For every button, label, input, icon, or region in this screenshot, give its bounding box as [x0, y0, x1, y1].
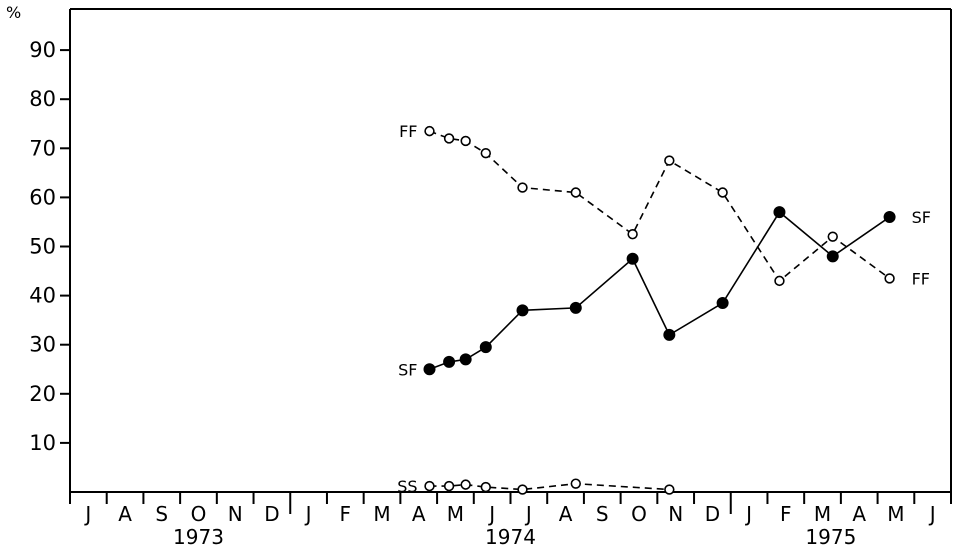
data-point-sf	[663, 328, 676, 341]
x-tick-label: A	[412, 502, 426, 526]
data-point-ff	[774, 275, 785, 287]
y-tick-label: 30	[29, 333, 56, 357]
x-tick-label: F	[340, 502, 352, 526]
x-tick-label: M	[814, 502, 831, 526]
y-ticks: 10 20 30 40 50 60 70 80 90	[29, 38, 70, 455]
series-label-sf: SF	[398, 360, 417, 379]
x-tick-label: S	[596, 502, 609, 526]
data-point-ss	[480, 481, 491, 493]
data-point-ff	[424, 125, 435, 137]
y-tick-label: 80	[29, 87, 56, 111]
x-tick-label: M	[373, 502, 390, 526]
data-point-ff	[717, 187, 728, 198]
data-point-sf	[826, 250, 839, 263]
x-tick-label: D	[264, 502, 279, 526]
data-point-sf	[883, 211, 896, 224]
year-label: 1974	[485, 525, 536, 549]
data-point-sf	[716, 296, 729, 309]
data-point-ff	[570, 187, 581, 198]
x-tick-label: D	[705, 502, 720, 526]
series-label-ff: FF	[912, 269, 930, 288]
data-point-ff	[884, 273, 895, 284]
y-tick-label: 50	[29, 235, 56, 259]
y-tick-label: 90	[29, 38, 56, 62]
x-tick-label: J	[524, 502, 532, 526]
data-point-ff	[443, 133, 455, 144]
data-point-sf	[443, 355, 456, 368]
data-point-sf	[459, 353, 472, 366]
x-tick-label: M	[447, 502, 464, 526]
y-tick-label: 60	[29, 185, 56, 209]
series-label-sf: SF	[912, 208, 931, 227]
series-label-ff: FF	[399, 122, 417, 141]
data-point-ff	[664, 155, 675, 166]
year-label: 1973	[173, 525, 224, 549]
data-point-ss	[460, 479, 471, 490]
x-tick-label: J	[304, 502, 312, 526]
data-point-ss	[570, 478, 581, 489]
data-point-sf	[626, 252, 639, 265]
data-point-ff	[480, 148, 491, 159]
data-point-sf	[773, 206, 786, 219]
data-point-ff	[460, 135, 471, 147]
x-tick-label: N	[228, 502, 243, 526]
series-layer	[423, 125, 896, 495]
data-point-sf	[516, 304, 529, 317]
series-labels: FF SF SS SF FF	[397, 122, 931, 496]
data-point-ss	[424, 480, 435, 492]
series-line-sf	[429, 210, 891, 371]
y-tick-label: 10	[29, 431, 56, 455]
y-tick-label: 40	[29, 284, 56, 308]
data-point-ff	[627, 229, 638, 240]
x-tick-label: O	[191, 502, 207, 526]
data-point-ff	[827, 231, 838, 242]
y-axis-unit-label: %	[6, 3, 21, 22]
x-tick-label: M	[887, 502, 904, 526]
series-label-ss: SS	[397, 477, 417, 496]
y-tick-label: 20	[29, 382, 56, 406]
year-labels: 1973 1974 1975	[173, 525, 856, 549]
data-point-ss	[517, 484, 528, 495]
data-point-ss	[443, 480, 455, 492]
year-label: 1975	[805, 525, 856, 549]
x-tick-label: J	[83, 502, 91, 526]
x-tick-label: A	[852, 502, 866, 526]
x-tick-label: J	[744, 502, 752, 526]
x-tick-label: F	[780, 502, 792, 526]
x-tick-label: J	[928, 502, 936, 526]
x-tick-label: A	[559, 502, 573, 526]
x-tick-label: S	[155, 502, 168, 526]
x-tick-label: N	[668, 502, 683, 526]
x-tick-label: O	[631, 502, 647, 526]
plot-area	[69, 8, 952, 493]
data-point-sf	[479, 341, 492, 354]
x-tick-label: J	[487, 502, 495, 526]
y-tick-label: 70	[29, 136, 56, 160]
data-point-sf	[423, 363, 436, 376]
data-point-ff	[517, 182, 528, 193]
data-point-ss	[664, 484, 675, 495]
data-point-sf	[569, 301, 582, 314]
x-tick-label: A	[118, 502, 132, 526]
series-line-ff	[429, 130, 891, 283]
